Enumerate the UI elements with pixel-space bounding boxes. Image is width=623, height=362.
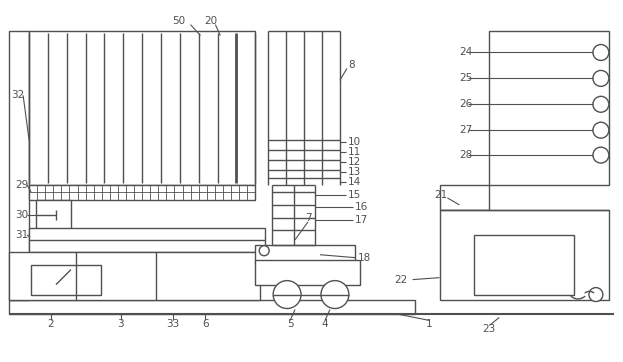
Text: 18: 18 — [358, 253, 371, 263]
Text: 1: 1 — [426, 319, 433, 329]
Text: 3: 3 — [117, 319, 124, 329]
Text: 5: 5 — [287, 319, 293, 329]
Text: 7: 7 — [305, 213, 312, 223]
Bar — [29, 30, 255, 185]
Circle shape — [593, 96, 609, 112]
Circle shape — [273, 281, 301, 308]
Bar — [255, 245, 355, 263]
Bar — [489, 30, 609, 185]
Text: 29: 29 — [15, 180, 29, 190]
Text: 22: 22 — [395, 275, 408, 285]
Text: 33: 33 — [166, 319, 179, 329]
Bar — [255, 260, 360, 285]
Circle shape — [593, 45, 609, 60]
Bar — [29, 185, 255, 200]
Text: 8: 8 — [348, 60, 354, 71]
Text: 23: 23 — [483, 324, 496, 334]
Circle shape — [593, 147, 609, 163]
Bar — [439, 210, 609, 299]
Text: 10: 10 — [348, 137, 361, 147]
Bar — [36, 200, 71, 230]
Bar — [29, 228, 265, 252]
Bar — [9, 299, 414, 315]
Text: 32: 32 — [11, 90, 24, 100]
Circle shape — [259, 246, 269, 256]
Bar — [31, 265, 101, 295]
Text: 13: 13 — [348, 167, 361, 177]
Bar — [439, 185, 489, 210]
Text: 2: 2 — [48, 319, 54, 329]
Circle shape — [321, 281, 349, 308]
Text: 12: 12 — [348, 157, 361, 167]
Text: 6: 6 — [202, 319, 209, 329]
Bar — [474, 235, 574, 295]
Circle shape — [589, 287, 603, 302]
Text: 14: 14 — [348, 177, 361, 187]
Text: 11: 11 — [348, 147, 361, 157]
Text: 17: 17 — [355, 215, 368, 225]
Text: 4: 4 — [321, 319, 328, 329]
Text: 26: 26 — [459, 99, 473, 109]
Text: 31: 31 — [15, 230, 29, 240]
Text: 28: 28 — [459, 150, 473, 160]
Bar — [9, 252, 260, 299]
Text: 25: 25 — [459, 73, 473, 83]
Text: 27: 27 — [459, 125, 473, 135]
Text: 16: 16 — [355, 202, 368, 212]
Text: 24: 24 — [459, 47, 473, 58]
Circle shape — [593, 71, 609, 87]
Bar — [9, 30, 29, 299]
Text: 50: 50 — [172, 16, 185, 26]
Text: 20: 20 — [204, 16, 217, 26]
Circle shape — [593, 122, 609, 138]
Text: 15: 15 — [348, 190, 361, 200]
Text: 21: 21 — [434, 190, 448, 200]
Text: 30: 30 — [15, 210, 28, 220]
